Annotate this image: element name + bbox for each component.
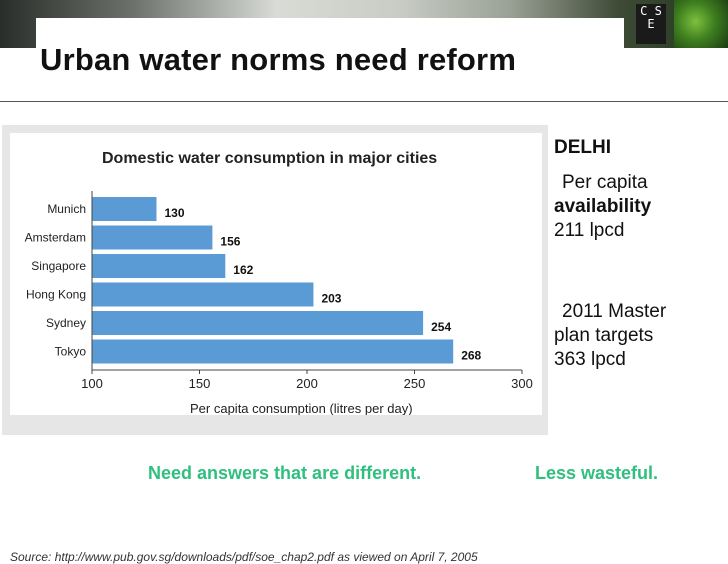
per-capita-line1: Per capita — [562, 172, 648, 193]
bar-munich — [92, 197, 157, 221]
x-tick-label: 250 — [404, 376, 426, 391]
master-line2: plan targets — [554, 325, 654, 346]
per-capita-block: Per capita availability 211 lpcd — [554, 171, 651, 243]
bar-chart: Domestic water consumption in major citi… — [25, 150, 533, 415]
bar-singapore — [92, 254, 226, 278]
footer-left: Need answers that are different. — [148, 463, 422, 483]
x-tick-label: 100 — [81, 376, 103, 391]
category-label: Tokyo — [55, 345, 87, 359]
x-tick-label: 150 — [189, 376, 211, 391]
bar-sydney — [92, 311, 424, 335]
slide-title: Urban water norms need reform — [40, 42, 517, 77]
data-label: 203 — [321, 292, 341, 306]
data-label: 254 — [431, 320, 451, 334]
title-divider — [0, 101, 728, 102]
x-axis-label: Per capita consumption (litres per day) — [190, 401, 413, 415]
source-note: Source: http://www.pub.gov.sg/downloads/… — [10, 550, 478, 564]
master-line1: 2011 Master — [562, 301, 667, 322]
bar-amsterdam — [92, 225, 213, 250]
data-label: 162 — [233, 263, 253, 277]
category-label: Singapore — [31, 259, 86, 273]
category-label: Hong Kong — [26, 288, 86, 302]
x-tick-label: 200 — [296, 376, 318, 391]
chart-panel: Domestic water consumption in major citi… — [2, 125, 548, 564]
per-capita-line3: 211 lpcd — [554, 220, 625, 241]
data-label: 130 — [165, 206, 185, 220]
chart-title: Domestic water consumption in major citi… — [102, 150, 437, 167]
master-plan-block: 2011 Master plan targets 363 lpcd — [554, 300, 666, 372]
per-capita-line2: availability — [554, 196, 652, 217]
category-label: Sydney — [46, 316, 86, 330]
master-line3: 363 lpcd — [554, 349, 626, 370]
logo-text: C S E — [636, 4, 666, 44]
title-panel — [36, 18, 624, 80]
data-label: 156 — [220, 235, 240, 249]
data-label: 268 — [461, 349, 481, 363]
category-label: Munich — [47, 202, 86, 216]
category-label: Amsterdam — [25, 231, 86, 245]
chart-area: Domestic water consumption in major citi… — [10, 133, 542, 415]
footer-right: Less wasteful. — [535, 463, 659, 483]
bar-hong-kong — [92, 282, 314, 307]
city-heading: DELHI — [554, 137, 611, 158]
x-tick-label: 300 — [511, 376, 533, 391]
bar-tokyo — [92, 339, 454, 364]
logo-icon — [674, 0, 728, 48]
